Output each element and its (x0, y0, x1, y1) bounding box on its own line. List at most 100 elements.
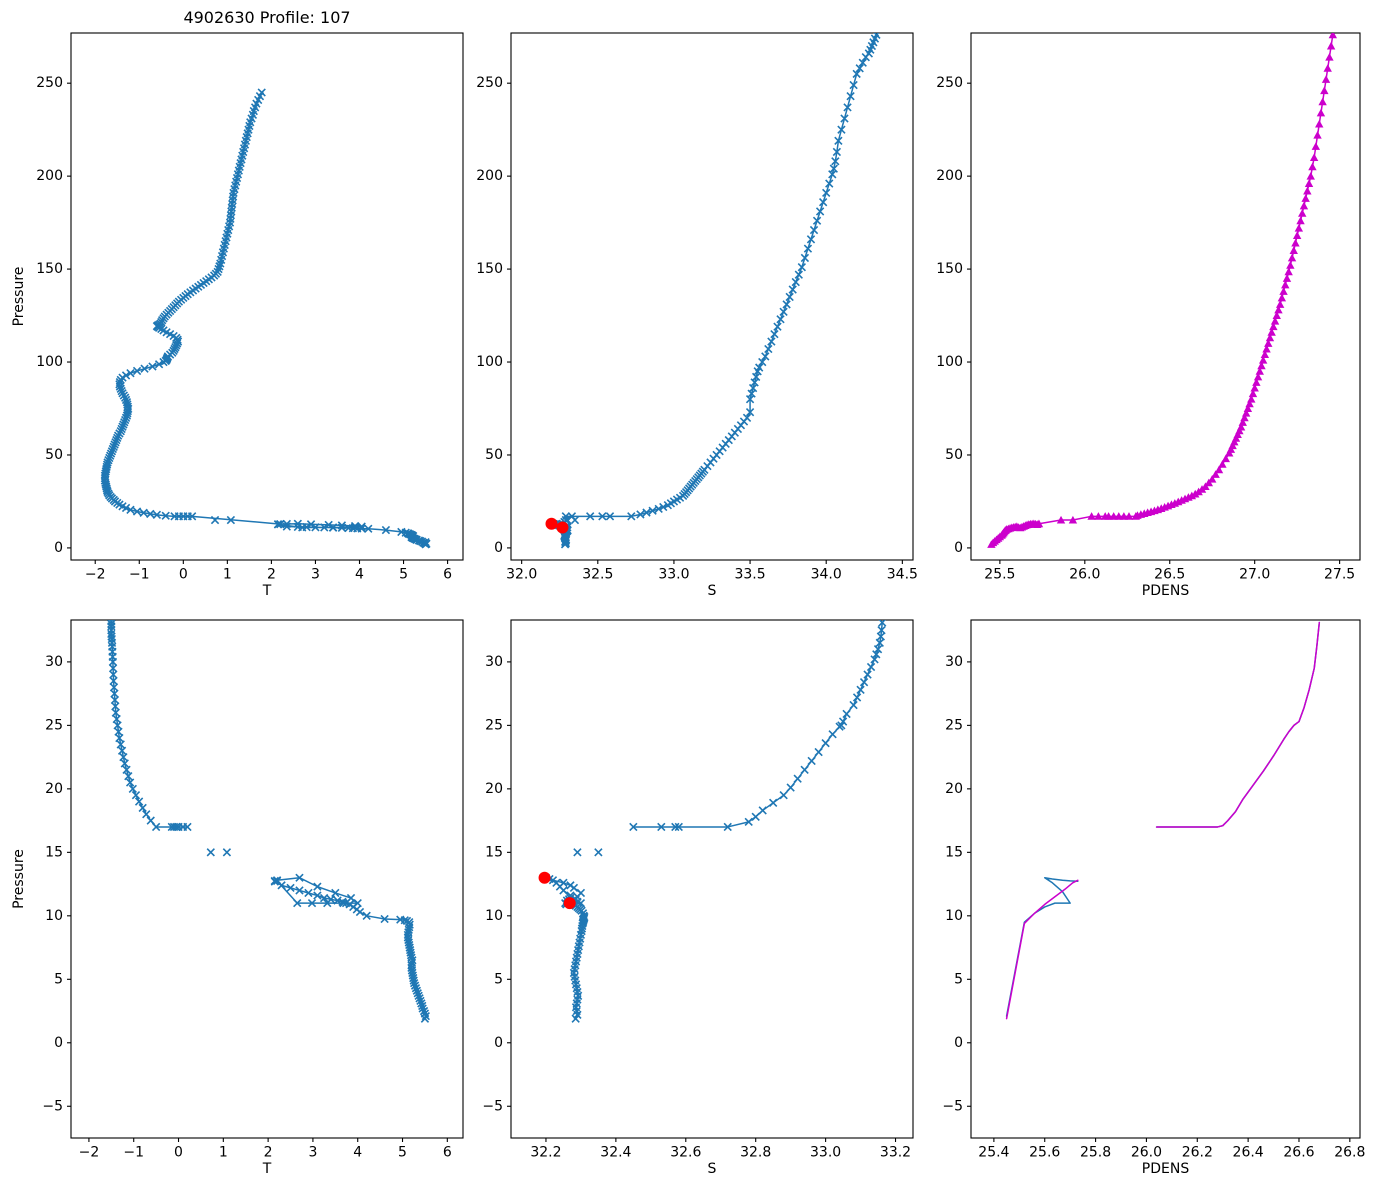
data-marker-x (846, 92, 855, 101)
x-axis-title: PDENS (1142, 1161, 1190, 1177)
data-marker-x (142, 810, 151, 819)
y-tick-label: 20 (45, 781, 63, 797)
x-tick-label: 25.4 (978, 1145, 1009, 1161)
data-marker-x (598, 512, 607, 521)
data-marker-triangle (1289, 246, 1298, 254)
data-marker-triangle (1315, 119, 1324, 128)
x-tick-label: 27.0 (1239, 567, 1270, 583)
data-marker-x (337, 523, 347, 533)
data-marker-triangle (1218, 460, 1227, 468)
data-marker-triangle (1034, 519, 1044, 528)
axes-frame (970, 619, 1361, 1139)
data-marker-triangle (1306, 171, 1315, 180)
data-marker-flagged (556, 521, 569, 534)
data-marker-x (791, 277, 800, 287)
data-marker-x (313, 882, 322, 891)
data-marker-triangle (1311, 142, 1321, 150)
data-marker-x (594, 848, 603, 857)
data-marker-x (856, 685, 865, 694)
data-marker-x (745, 408, 755, 417)
x-tick-label: 32.6 (670, 1145, 701, 1161)
data-marker-x (152, 510, 162, 519)
data-marker-triangle (1240, 413, 1249, 422)
data-marker-triangle (1094, 512, 1103, 520)
x-tick-label: 32.2 (530, 1145, 561, 1161)
data-marker-x (313, 891, 322, 900)
data-marker-triangle (1211, 470, 1220, 478)
data-marker-x (832, 147, 842, 157)
data-marker-x (829, 164, 838, 173)
data-marker-x (878, 620, 887, 627)
data-marker-x (117, 386, 126, 396)
data-marker-x (364, 524, 373, 533)
data-marker-x (106, 449, 116, 458)
data-marker-x (397, 527, 406, 537)
data-marker-x (414, 991, 423, 1000)
data-marker-x (139, 508, 148, 517)
data-marker-x (657, 822, 666, 832)
x-tick-label: 0 (179, 567, 188, 583)
data-marker-x (800, 253, 810, 263)
x-tick-label: 32.8 (740, 1145, 771, 1161)
x-tick-label: 33.0 (810, 1145, 841, 1161)
x-tick-label: 2 (267, 567, 276, 583)
data-marker-x (298, 523, 307, 532)
data-marker-triangle (1325, 52, 1334, 61)
data-marker-triangle (1313, 131, 1322, 139)
y-tick-label: 5 (54, 971, 63, 987)
x-axis-title: PDENS (1142, 583, 1190, 599)
data-marker-x (767, 337, 776, 346)
data-marker-x (154, 360, 164, 369)
data-marker-x (674, 822, 683, 832)
data-marker-x (806, 235, 816, 244)
data-marker-x (320, 523, 329, 532)
data-marker-x (113, 433, 122, 443)
data-marker-x (328, 523, 338, 532)
data-marker-x (109, 676, 118, 686)
plot-area (1005, 621, 1321, 1020)
data-marker-x (295, 886, 304, 895)
data-marker-x (148, 362, 157, 371)
x-axis-title: S (708, 583, 717, 599)
data-marker-x (418, 1001, 427, 1011)
x-tick-label: 1 (219, 1145, 228, 1161)
data-marker-x (744, 817, 753, 827)
data-marker-x (226, 515, 236, 525)
data-marker-x (282, 522, 291, 531)
data-marker-x (350, 522, 360, 532)
y-tick-label: 200 (936, 168, 963, 184)
y-tick-label: 0 (954, 1035, 963, 1051)
data-marker-x (803, 244, 813, 253)
data-marker-x (120, 759, 129, 768)
data-marker-triangle (1281, 280, 1290, 289)
y-tick-label: 150 (936, 261, 963, 277)
y-axis-title: Pressure (11, 267, 27, 327)
data-marker-triangle (1299, 201, 1309, 210)
x-tick-label: 32.4 (600, 1145, 631, 1161)
data-marker-x (124, 771, 133, 781)
x-axis-title: S (708, 1161, 717, 1177)
x-tick-label: 34.5 (887, 567, 918, 583)
data-marker-triangle (1250, 383, 1259, 392)
data-marker-x (337, 521, 347, 530)
data-marker-x (319, 893, 329, 903)
y-tick-label: 0 (494, 540, 503, 556)
data-marker-x (403, 529, 413, 538)
y-tick-label: 30 (45, 654, 63, 670)
data-marker-x (362, 911, 371, 920)
data-marker-x (128, 784, 137, 794)
data-marker-x (413, 989, 422, 998)
x-tick-label: 25.6 (1029, 1145, 1060, 1161)
data-marker-x (105, 453, 114, 463)
x-tick-label: 3 (308, 1145, 317, 1161)
y-tick-label: 15 (945, 844, 963, 860)
data-marker-x (117, 424, 126, 434)
data-marker-x (842, 709, 851, 719)
data-marker-triangle (1272, 311, 1281, 319)
data-marker-x (131, 791, 141, 800)
data-marker-x (818, 197, 828, 207)
y-tick-label: 250 (36, 75, 63, 91)
data-marker-x (636, 510, 645, 519)
data-marker-x (116, 427, 125, 436)
x-tick-label: 25.5 (984, 567, 1015, 583)
